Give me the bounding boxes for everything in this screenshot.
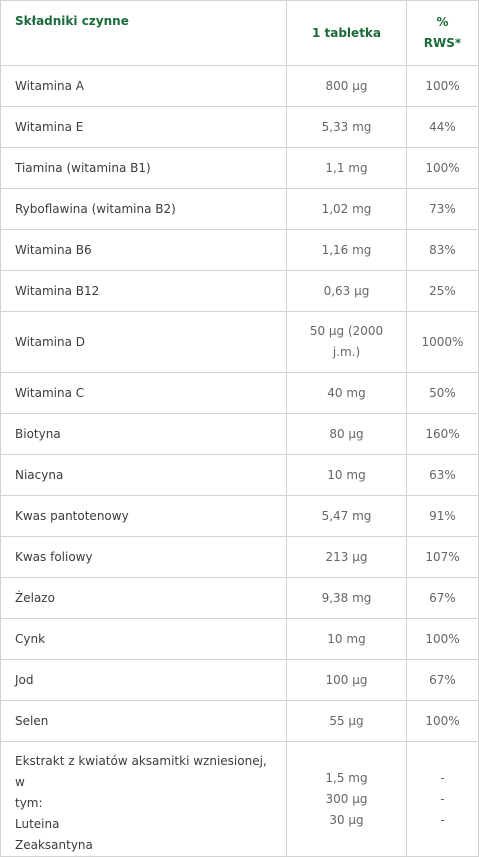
ingredient-amount: 40 mg bbox=[287, 373, 407, 414]
ingredient-amount: 213 µg bbox=[287, 537, 407, 578]
table-row: Witamina D 50 µg (2000 j.m.) 1000% bbox=[1, 312, 479, 373]
table-row: Cynk 10 mg 100% bbox=[1, 619, 479, 660]
ingredient-name: Tiamina (witamina B1) bbox=[1, 148, 287, 189]
table-row: Kwas foliowy 213 µg 107% bbox=[1, 537, 479, 578]
ingredient-rws: 91% bbox=[407, 496, 479, 537]
ingredient-amount: 10 mg bbox=[287, 455, 407, 496]
ingredient-rws: 100% bbox=[407, 148, 479, 189]
ingredient-rws: 67% bbox=[407, 660, 479, 701]
extract-amount: 1,5 mg bbox=[325, 771, 367, 785]
extract-rws-value: - bbox=[440, 771, 444, 785]
ingredient-rws: 1000% bbox=[407, 312, 479, 373]
ingredient-amount: 5,33 mg bbox=[287, 107, 407, 148]
header-row: Składniki czynne 1 tabletka % RWS* bbox=[1, 1, 479, 66]
extract-sub-zeaxanthin: Zeaksantyna bbox=[15, 838, 93, 852]
ingredient-amount: 10 mg bbox=[287, 619, 407, 660]
extract-name-line: Ekstrakt z kwiatów aksamitki wzniesionej… bbox=[15, 754, 267, 789]
table-row: Tiamina (witamina B1) 1,1 mg 100% bbox=[1, 148, 479, 189]
ingredient-rws: 25% bbox=[407, 271, 479, 312]
table-row: Ryboflawina (witamina B2) 1,02 mg 73% bbox=[1, 189, 479, 230]
header-rws-line1: % bbox=[436, 15, 448, 29]
ingredient-amount: 50 µg (2000 j.m.) bbox=[287, 312, 407, 373]
ingredient-name: Witamina A bbox=[1, 66, 287, 107]
ingredient-amount: 5,47 mg bbox=[287, 496, 407, 537]
table-row: Biotyna 80 µg 160% bbox=[1, 414, 479, 455]
ingredient-amount: 1,16 mg bbox=[287, 230, 407, 271]
table-row: Jod 100 µg 67% bbox=[1, 660, 479, 701]
ingredient-name: Selen bbox=[1, 701, 287, 742]
table-row: Witamina B6 1,16 mg 83% bbox=[1, 230, 479, 271]
extract-rws-value: - bbox=[440, 792, 444, 806]
header-ingredient: Składniki czynne bbox=[1, 1, 287, 66]
ingredient-rws: 100% bbox=[407, 619, 479, 660]
ingredient-rws: 100% bbox=[407, 701, 479, 742]
ingredient-amount: 800 µg bbox=[287, 66, 407, 107]
ingredient-rws: 160% bbox=[407, 414, 479, 455]
ingredient-name: Ryboflawina (witamina B2) bbox=[1, 189, 287, 230]
table-row: Żelazo 9,38 mg 67% bbox=[1, 578, 479, 619]
extract-name-line: tym: bbox=[15, 796, 43, 810]
extract-amounts: 1,5 mg 300 µg 30 µg bbox=[287, 742, 407, 857]
ingredient-rws: 50% bbox=[407, 373, 479, 414]
ingredient-name: Witamina C bbox=[1, 373, 287, 414]
ingredient-name: Biotyna bbox=[1, 414, 287, 455]
ingredient-amount: 100 µg bbox=[287, 660, 407, 701]
ingredient-name: Niacyna bbox=[1, 455, 287, 496]
ingredient-amount: 9,38 mg bbox=[287, 578, 407, 619]
table-row: Witamina B12 0,63 µg 25% bbox=[1, 271, 479, 312]
extract-sub-lutein: Luteina bbox=[15, 817, 59, 831]
ingredient-name: Cynk bbox=[1, 619, 287, 660]
ingredient-name: Jod bbox=[1, 660, 287, 701]
table-row: Niacyna 10 mg 63% bbox=[1, 455, 479, 496]
ingredient-name: Witamina B12 bbox=[1, 271, 287, 312]
ingredient-name: Żelazo bbox=[1, 578, 287, 619]
ingredient-amount: 55 µg bbox=[287, 701, 407, 742]
ingredient-name: Kwas pantotenowy bbox=[1, 496, 287, 537]
ingredient-rws: 73% bbox=[407, 189, 479, 230]
ingredient-amount: 0,63 µg bbox=[287, 271, 407, 312]
ingredient-rws: 44% bbox=[407, 107, 479, 148]
ingredient-amount: 80 µg bbox=[287, 414, 407, 455]
extract-name: Ekstrakt z kwiatów aksamitki wzniesionej… bbox=[1, 742, 287, 857]
extract-amount: 300 µg bbox=[326, 792, 368, 806]
extract-rws: - - - bbox=[407, 742, 479, 857]
header-rws: % RWS* bbox=[407, 1, 479, 66]
ingredient-rws: 100% bbox=[407, 66, 479, 107]
extract-row: Ekstrakt z kwiatów aksamitki wzniesionej… bbox=[1, 742, 479, 857]
extract-amount: 30 µg bbox=[329, 813, 363, 827]
table-row: Witamina C 40 mg 50% bbox=[1, 373, 479, 414]
ingredient-name: Witamina E bbox=[1, 107, 287, 148]
ingredient-rws: 63% bbox=[407, 455, 479, 496]
ingredient-name: Witamina B6 bbox=[1, 230, 287, 271]
header-rws-line2: RWS* bbox=[424, 36, 461, 50]
ingredient-name: Kwas foliowy bbox=[1, 537, 287, 578]
table-row: Kwas pantotenowy 5,47 mg 91% bbox=[1, 496, 479, 537]
ingredient-rws: 107% bbox=[407, 537, 479, 578]
ingredient-amount: 1,1 mg bbox=[287, 148, 407, 189]
ingredient-rws: 67% bbox=[407, 578, 479, 619]
extract-rws-value: - bbox=[440, 813, 444, 827]
table-row: Witamina E 5,33 mg 44% bbox=[1, 107, 479, 148]
header-per-tablet: 1 tabletka bbox=[287, 1, 407, 66]
ingredient-name: Witamina D bbox=[1, 312, 287, 373]
ingredient-amount: 1,02 mg bbox=[287, 189, 407, 230]
ingredient-rws: 83% bbox=[407, 230, 479, 271]
table-row: Selen 55 µg 100% bbox=[1, 701, 479, 742]
table-row: Witamina A 800 µg 100% bbox=[1, 66, 479, 107]
